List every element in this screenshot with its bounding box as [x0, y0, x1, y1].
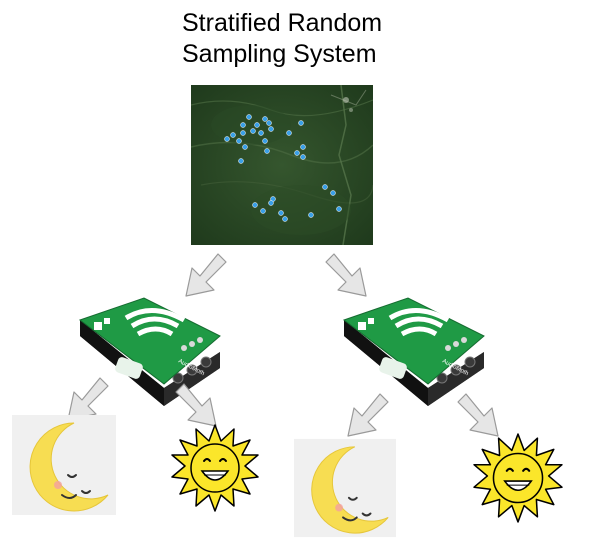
audiomoth-device: AudioMoth — [338, 296, 488, 414]
map-pin — [240, 130, 246, 136]
title-line-1: Stratified Random — [182, 9, 383, 37]
down-arrow-icon — [180, 250, 232, 302]
down-arrow-icon — [320, 250, 372, 302]
down-arrow-icon — [170, 380, 220, 430]
map-pin — [322, 184, 328, 190]
map-pin — [278, 210, 284, 216]
map-pin — [266, 120, 272, 126]
map-pin — [298, 120, 304, 126]
map-pin — [254, 122, 260, 128]
map-pin — [330, 190, 336, 196]
map-pin — [268, 126, 274, 132]
map-pin — [286, 130, 292, 136]
map-pin — [268, 200, 274, 206]
sun-icon — [472, 432, 564, 524]
map-image — [191, 85, 373, 245]
title-line-2: Sampling System — [182, 40, 377, 68]
down-arrow-icon — [342, 390, 392, 440]
map-pin — [300, 154, 306, 160]
map-pin — [242, 144, 248, 150]
map-pin — [282, 216, 288, 222]
map-pin — [300, 144, 306, 150]
moon-icon — [12, 415, 116, 515]
moon-icon — [294, 438, 396, 538]
diagram-title: Stratified Random Sampling System — [182, 8, 382, 70]
map-pin — [246, 114, 252, 120]
map-pin — [258, 130, 264, 136]
map-pin — [238, 158, 244, 164]
map-pin — [240, 122, 246, 128]
map-pin — [224, 136, 230, 142]
map-pin — [252, 202, 258, 208]
map-pin — [260, 208, 266, 214]
map-pin — [336, 206, 342, 212]
map-pin — [230, 132, 236, 138]
map-pin — [264, 148, 270, 154]
sun-icon — [170, 423, 260, 513]
map-pin — [308, 212, 314, 218]
map-pin — [236, 138, 242, 144]
down-arrow-icon — [452, 390, 502, 440]
map-pin — [262, 138, 268, 144]
map-pin — [294, 150, 300, 156]
map-pin — [250, 128, 256, 134]
map-pin — [262, 116, 268, 122]
